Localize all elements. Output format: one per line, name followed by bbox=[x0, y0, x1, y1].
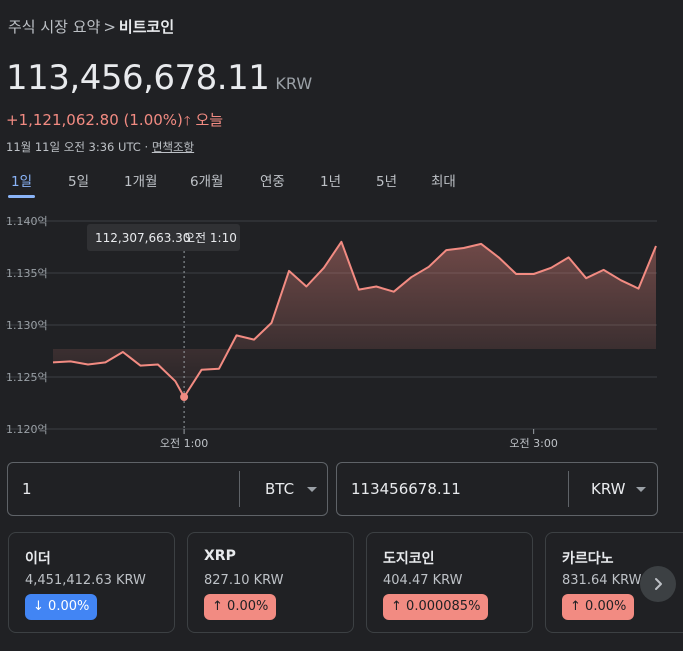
converter-to-amount-input[interactable]: 113456678.11 bbox=[351, 480, 461, 498]
tab-1d[interactable]: 1일 bbox=[7, 170, 36, 198]
y-tick-label: 1.130억 bbox=[6, 319, 48, 332]
converter-from-amount-input[interactable]: 1 bbox=[22, 480, 32, 498]
tab-5d[interactable]: 5일 bbox=[68, 174, 90, 190]
y-tick-label: 1.120억 bbox=[6, 423, 48, 436]
converter-from: 1 BTC bbox=[7, 462, 328, 516]
caret-down-icon bbox=[307, 487, 317, 492]
range-tabs: 1일 5일 1개월 6개월 연중 1년 5년 최대 bbox=[0, 170, 683, 198]
change-badge: ↑ 0.000085% bbox=[383, 594, 489, 620]
hover-point bbox=[180, 393, 189, 402]
coin-name: XRP bbox=[204, 548, 236, 564]
coin-price: 4,451,412.63 KRW bbox=[25, 573, 146, 588]
coin-price: 827.10 KRW bbox=[204, 573, 284, 588]
converter-divider bbox=[239, 471, 240, 507]
change-percent: 0.000085% bbox=[406, 599, 481, 614]
coin-name: 도지코인 bbox=[383, 551, 435, 567]
chart-tooltip: 112,307,663.30 오전 1:10 bbox=[87, 224, 240, 251]
tooltip-time: 오전 1:10 bbox=[184, 231, 237, 245]
converter-divider bbox=[568, 471, 569, 507]
breadcrumb: 주식 시장 요약 > 비트코인 bbox=[8, 16, 174, 37]
coin-name: 카르다노 bbox=[562, 551, 614, 567]
timestamp: 11월 11일 오전 3:36 UTC · bbox=[6, 140, 149, 154]
change-percent: 0.00% bbox=[227, 599, 269, 614]
x-tick-label: 오전 3:00 bbox=[509, 437, 557, 450]
arrow-down-icon: ↓ bbox=[33, 599, 44, 614]
coin-price: 404.47 KRW bbox=[383, 573, 463, 588]
arrow-up-icon: 🡑 bbox=[183, 114, 191, 129]
y-tick-label: 1.125억 bbox=[6, 371, 48, 384]
tab-6m[interactable]: 6개월 bbox=[190, 174, 224, 190]
tab-1y[interactable]: 1년 bbox=[320, 174, 342, 190]
breadcrumb-separator: > bbox=[103, 18, 116, 36]
tab-1m[interactable]: 1개월 bbox=[124, 174, 158, 190]
coin-card-dogecoin[interactable]: 도지코인 404.47 KRW ↑ 0.000085% bbox=[366, 532, 533, 633]
converter-to: 113456678.11 KRW bbox=[336, 462, 658, 516]
coin-price: 831.64 KRW bbox=[562, 573, 642, 588]
tab-ytd[interactable]: 연중 bbox=[260, 174, 285, 190]
price-currency: KRW bbox=[275, 74, 313, 93]
change-badge: ↑ 0.00% bbox=[204, 594, 277, 620]
tab-max[interactable]: 최대 bbox=[431, 174, 456, 190]
arrow-up-icon: ↑ bbox=[391, 599, 402, 614]
converter-from-unit-select[interactable]: BTC bbox=[265, 480, 295, 498]
change-percent: 0.00% bbox=[585, 599, 627, 614]
tooltip-value: 112,307,663.30 bbox=[95, 231, 190, 245]
change-percent: 0.00% bbox=[48, 599, 90, 614]
converter-to-unit-select[interactable]: KRW bbox=[591, 480, 626, 498]
carousel-next-button[interactable] bbox=[640, 566, 676, 602]
chevron-right-icon bbox=[655, 578, 662, 590]
price-line bbox=[52, 240, 657, 398]
disclaimer-link[interactable]: 면책조항 bbox=[151, 140, 195, 154]
coin-name: 이더 bbox=[25, 551, 51, 567]
y-tick-label: 1.140억 bbox=[6, 215, 48, 228]
price-change-value: +1,121,062.80 (1.00%) bbox=[6, 111, 183, 129]
price-chart[interactable]: 1.140억 1.135억 1.130억 1.125억 1.120억 오전 1:00 오전… bbox=[0, 206, 683, 454]
price-row: 113,456,678.11 KRW bbox=[6, 58, 312, 98]
change-badge: ↑ 0.00% bbox=[562, 594, 635, 620]
related-coins-carousel: 이더 4,451,412.63 KRW ↓ 0.00% XRP 827.10 K… bbox=[0, 532, 683, 634]
caret-down-icon bbox=[636, 487, 646, 492]
price-change-period: 오늘 bbox=[195, 111, 224, 129]
coin-card-ethereum[interactable]: 이더 4,451,412.63 KRW ↓ 0.00% bbox=[8, 532, 175, 633]
change-badge: ↓ 0.00% bbox=[25, 594, 98, 620]
tab-5y[interactable]: 5년 bbox=[376, 174, 398, 190]
price-change: +1,121,062.80 (1.00%)🡑 오늘 bbox=[6, 109, 223, 134]
arrow-up-icon: ↑ bbox=[212, 599, 223, 614]
breadcrumb-current: 비트코인 bbox=[118, 18, 175, 36]
y-tick-label: 1.135억 bbox=[6, 267, 48, 280]
price-area bbox=[53, 241, 656, 397]
current-price: 113,456,678.11 bbox=[6, 58, 270, 98]
breadcrumb-parent-link[interactable]: 주식 시장 요약 bbox=[8, 18, 101, 36]
price-meta: 11월 11일 오전 3:36 UTC · 면책조항 bbox=[6, 139, 194, 155]
x-tick-label: 오전 1:00 bbox=[160, 437, 208, 450]
coin-card-xrp[interactable]: XRP 827.10 KRW ↑ 0.00% bbox=[187, 532, 354, 633]
arrow-up-icon: ↑ bbox=[570, 599, 581, 614]
